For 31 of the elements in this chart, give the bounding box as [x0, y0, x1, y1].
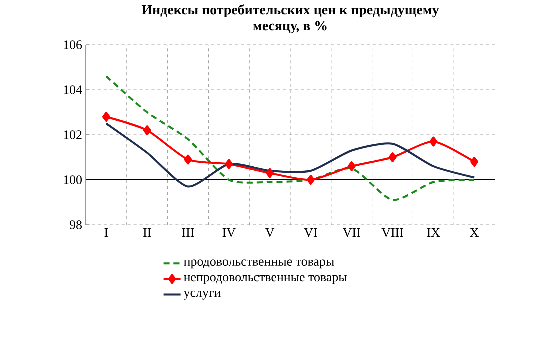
y-tick-label: 104 [64, 86, 82, 94]
legend-label: продовольственные товары [184, 260, 334, 269]
x-tick-label: IX [427, 228, 440, 237]
y-tick-label: 102 [64, 130, 82, 140]
x-tick-label: X [470, 228, 480, 237]
point [143, 126, 152, 136]
y-tick-label: 98 [70, 220, 82, 230]
x-tick-label: VII [343, 228, 360, 238]
point [225, 159, 234, 170]
chart-title: Индексы потребительских цен к предыдущему месяцу, в % [142, 4, 440, 34]
point [348, 162, 356, 172]
legend-label: услуги [184, 290, 221, 300]
point [266, 168, 274, 178]
y-tick-label: 106 [64, 40, 82, 50]
x-tick-label: V [266, 228, 275, 238]
y-tick-label: 100 [64, 176, 82, 184]
x-tick-label: VI [304, 228, 318, 238]
point [102, 112, 110, 122]
point [184, 154, 192, 165]
x-tick-label: IV [222, 228, 236, 238]
legend-label: непродовольственные товары [184, 275, 348, 284]
line-series [105, 122, 476, 188]
line-series [105, 76, 476, 202]
point [470, 157, 479, 167]
x-tick-label: I [104, 228, 108, 237]
point [430, 136, 438, 147]
point [388, 152, 397, 162]
x-tick-label: III [182, 228, 194, 237]
x-tick-label: II [144, 228, 152, 237]
point [306, 175, 315, 185]
x-tick-label: VIII [382, 228, 404, 238]
